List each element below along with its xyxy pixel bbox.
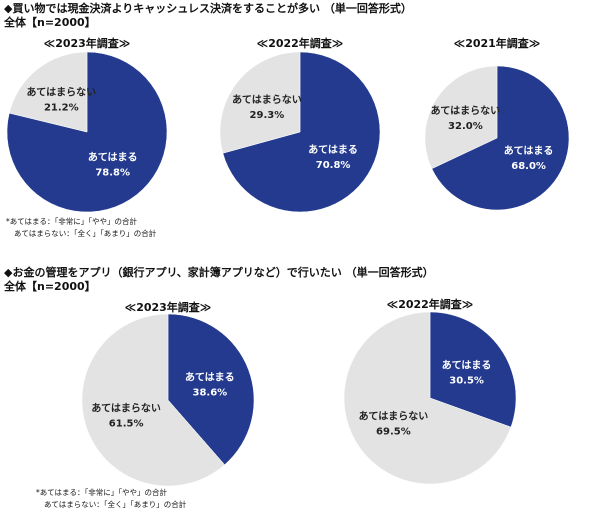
footnote: あてはまらない：「全く」「あまり」の合計 (44, 499, 187, 509)
slice-category: あてはまる (442, 358, 492, 371)
slice-category: あてはまらない (431, 104, 501, 117)
pie-title: ≪2021年調査≫ (454, 36, 541, 50)
pie-title: ≪2022年調査≫ (387, 297, 474, 311)
pie-title: ≪2022年調査≫ (257, 36, 344, 50)
pie-slice (167, 313, 255, 466)
slice-category: あてはまる (185, 370, 235, 383)
slice-category: あてはまらない (359, 410, 429, 423)
footnote: *あてはまる：「非常に」「やや」の合計 (6, 216, 137, 226)
slice-value-label: 21.2% (44, 102, 79, 113)
section-title: ◆買い物では現金決済よりキャッシュレス決済をすることが多い （単一回答形式） (4, 1, 412, 15)
pie-slice (431, 65, 570, 211)
slice-value-label: 30.5% (449, 375, 484, 386)
pie-slice (343, 311, 512, 485)
slice-value-label: 32.0% (448, 121, 483, 132)
section-title: ◆お金の管理をアプリ（銀行アプリ、家計簿アプリなど）で行いたい （単一回答形式） (4, 265, 434, 279)
pie-title: ≪2023年調査≫ (44, 36, 131, 50)
slice-value-label: 29.3% (250, 110, 285, 121)
slice-value-label: 69.5% (376, 427, 411, 438)
slice-value-label: 68.0% (511, 161, 546, 172)
pie-slice (8, 51, 88, 133)
slice-value-label: 70.8% (316, 160, 351, 171)
pie-slice (424, 65, 498, 169)
slice-value-label: 61.5% (109, 419, 144, 430)
pie-title: ≪2023年調査≫ (125, 300, 212, 314)
slice-category: あてはまらない (26, 85, 96, 98)
pie-slice (429, 311, 517, 428)
pie-slice (222, 51, 381, 213)
slice-value-label: 38.6% (193, 387, 228, 398)
pie-slice (81, 313, 225, 487)
footnote: あてはまらない：「全く」「あまり」の合計 (14, 228, 157, 238)
slice-category: あてはまらない (232, 93, 302, 106)
pie-slice (219, 51, 301, 154)
slice-category: あてはまる (504, 144, 554, 157)
slice-value-label: 78.8% (95, 168, 130, 179)
footnote: *あてはまる：「非常に」「やや」の合計 (36, 487, 167, 497)
slice-category: あてはまる (88, 151, 138, 164)
slice-category: あてはまらない (91, 402, 161, 415)
slice-category: あてはまる (308, 143, 358, 156)
section-subtitle: 全体【n=2000】 (3, 279, 96, 293)
section-subtitle: 全体【n=2000】 (3, 15, 96, 29)
